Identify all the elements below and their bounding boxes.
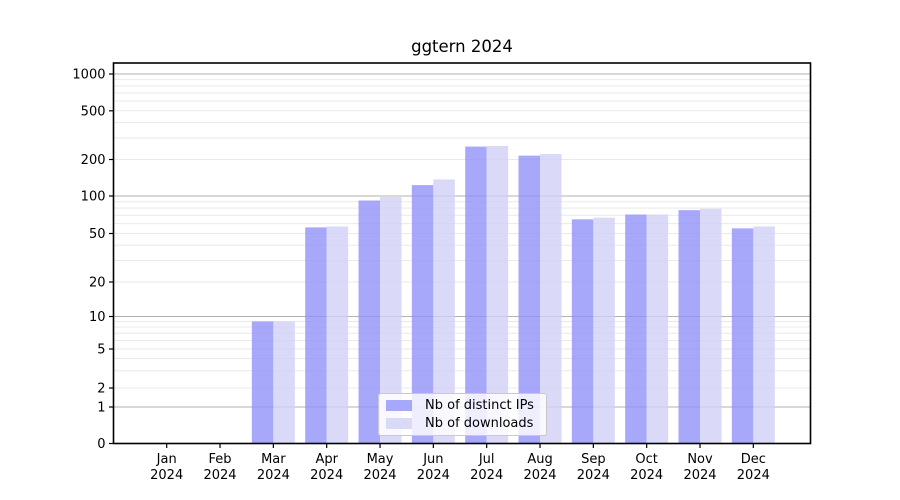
x-tick-label: Jun 2024: [417, 452, 450, 483]
bar-distinct-ips: [571, 219, 594, 444]
y-tick-label: 0: [97, 437, 105, 452]
y-tick-label: 1000: [72, 68, 105, 83]
bar-distinct-ips: [625, 214, 647, 444]
bar-distinct-ips: [465, 146, 487, 444]
bar-distinct-ips: [731, 228, 754, 444]
legend-item-downloads: Nb of downloads: [386, 417, 546, 430]
bar-downloads: [540, 153, 562, 444]
bar-distinct-ips: [358, 200, 381, 444]
legend-swatch-downloads: [386, 418, 412, 429]
x-tick-label: Jul 2024: [470, 452, 503, 483]
x-tick-label: Nov 2024: [683, 452, 716, 483]
y-tick-label: 50: [89, 227, 106, 242]
y-tick-label: 5: [97, 343, 105, 358]
bar-downloads: [486, 145, 509, 444]
legend: Nb of distinct IPs Nb of downloads: [378, 393, 547, 436]
x-tick-label: Oct 2024: [630, 452, 663, 483]
y-tick-label: 100: [81, 190, 106, 205]
x-tick-label: Feb 2024: [203, 452, 236, 483]
bar-downloads: [433, 179, 455, 444]
bar-downloads: [646, 214, 669, 444]
legend-label-distinct-ips: Nb of distinct IPs: [425, 398, 534, 413]
y-tick-label: 10: [89, 310, 106, 325]
bar-downloads: [326, 226, 349, 444]
bar-distinct-ips: [518, 155, 541, 444]
x-tick-label: Aug 2024: [523, 452, 556, 483]
bar-downloads: [593, 217, 615, 444]
bar-downloads: [273, 321, 295, 444]
x-tick-label: Apr 2024: [310, 452, 343, 483]
y-tick-label: 200: [81, 153, 106, 168]
y-tick-label: 1: [97, 401, 105, 416]
bar-downloads: [380, 197, 402, 444]
y-tick-label: 2: [97, 382, 105, 397]
bar-downloads: [700, 208, 722, 444]
legend-swatch-distinct-ips: [386, 400, 412, 411]
x-tick-label: May 2024: [363, 452, 396, 483]
bar-downloads: [753, 226, 775, 444]
y-tick-label: 20: [89, 276, 106, 291]
plot-border: [112, 62, 812, 445]
x-tick-label: Mar 2024: [257, 452, 290, 483]
y-tick-label: 500: [81, 104, 106, 119]
bar-distinct-ips: [251, 321, 274, 444]
legend-item-distinct-ips: Nb of distinct IPs: [386, 399, 546, 412]
chart-title: ggtern 2024: [411, 37, 513, 56]
bar-distinct-ips: [305, 227, 327, 444]
x-tick-label: Dec 2024: [737, 452, 770, 483]
bar-distinct-ips: [411, 185, 434, 444]
x-tick-label: Sep 2024: [577, 452, 610, 483]
bar-distinct-ips: [678, 210, 700, 444]
x-tick-label: Jan 2024: [150, 452, 183, 483]
legend-label-downloads: Nb of downloads: [425, 416, 534, 431]
